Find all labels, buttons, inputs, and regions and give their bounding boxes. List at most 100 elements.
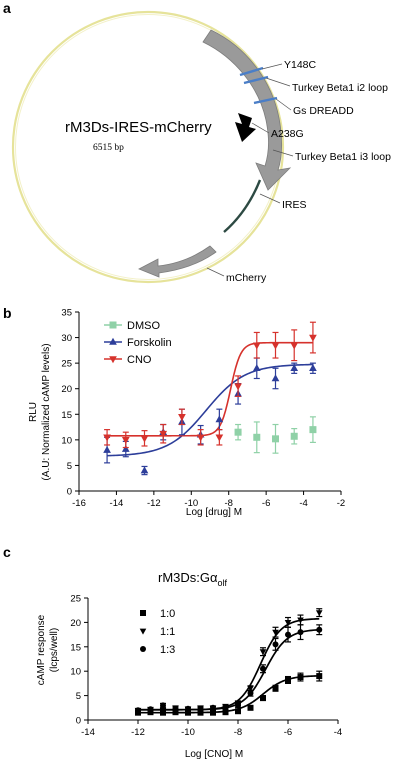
chart-c-legend: 1:0 1:1 1:3	[139, 608, 175, 656]
c-y-tick-label: 15	[70, 642, 81, 653]
b-point-triangle-up	[309, 364, 317, 372]
c-x-tick-label: -8	[234, 727, 242, 738]
feature-label-ires: IRES	[282, 199, 307, 211]
leader-i3-loop	[272, 149, 294, 157]
c-point-triangle-down	[259, 649, 267, 656]
b-point-triangle-down	[121, 437, 130, 445]
chart-c-title-subscript: olf	[218, 578, 228, 588]
c-point-circle	[135, 707, 141, 714]
b-y-tick-label: 30	[61, 333, 72, 344]
chart-c-points	[134, 608, 323, 716]
b-y-tick-label: 20	[61, 384, 72, 395]
b-y-tick-label: 25	[61, 359, 72, 370]
b-point-square	[290, 432, 298, 440]
c-legend-marker	[140, 610, 146, 616]
leader-y148c	[261, 63, 283, 70]
b-x-tick-label: -16	[72, 498, 86, 509]
c-point-square	[316, 673, 323, 680]
c-point-circle	[247, 690, 254, 697]
b-y-tick-label: 15	[61, 410, 72, 421]
c-point-circle	[185, 705, 191, 712]
b-point-triangle-down	[234, 383, 242, 391]
b-y-tick-label: 0	[67, 487, 72, 498]
b-point-triangle-up	[271, 374, 280, 382]
ires-arc	[223, 179, 262, 233]
b-fit-curve-1	[107, 363, 313, 457]
chart-c-axes: -14 -12 -10 -8 -6 -4 0 5 10 15 20 25	[70, 594, 342, 739]
b-point-square	[234, 428, 242, 436]
chart-b-x-axis-label: Log [drug] M	[186, 507, 242, 518]
b-x-tick-label: -14	[110, 498, 124, 509]
b-legend-label: Forskolin	[127, 337, 172, 349]
b-x-tick-label: -6	[262, 498, 270, 509]
chart-c-y-axis-label-line2: (lcps/well)	[49, 628, 60, 672]
b-point-triangle-up	[103, 445, 111, 453]
feature-label-turkey-beta1-i3-loop: Turkey Beta1 i3 loop	[295, 151, 391, 163]
c-point-square	[185, 709, 191, 716]
b-x-tick-label: -12	[147, 498, 161, 509]
b-x-tick-label: -8	[224, 498, 232, 509]
b-point-triangle-up	[121, 444, 130, 452]
site-mark-y148c	[239, 66, 264, 77]
feature-label-gs-dreadd: Gs DREADD	[293, 105, 354, 117]
c-point-circle	[160, 702, 166, 709]
c-point-square	[197, 709, 204, 716]
b-point-square	[253, 433, 261, 441]
gene-arrow-mcherry	[138, 245, 217, 278]
b-point-square	[272, 435, 279, 443]
c-point-square	[210, 709, 216, 716]
plasmid-name: rM3Ds-IRES-mCherry	[65, 119, 212, 136]
b-point-triangle-down	[309, 334, 317, 342]
c-point-circle	[222, 704, 229, 711]
chart-c-x-axis-label: Log [CNO] M	[185, 749, 243, 760]
c-y-tick-label: 25	[70, 594, 81, 605]
c-point-circle	[197, 705, 204, 712]
leader-gs-dreadd	[275, 98, 292, 111]
pointer-arrow	[235, 113, 256, 142]
c-point-circle	[260, 665, 266, 672]
b-legend-marker	[109, 337, 117, 345]
c-point-circle	[235, 702, 241, 709]
b-legend-marker	[109, 321, 117, 329]
panel-letter-a: a	[3, 0, 11, 16]
chart-c-title-main: rM3Ds:Gα	[158, 570, 218, 585]
leader-i2-loop	[265, 77, 291, 87]
c-x-tick-label: -4	[334, 727, 342, 738]
c-point-square	[297, 674, 304, 681]
c-legend-label: 1:1	[160, 626, 175, 638]
chart-c-title: rM3Ds:Gαolf	[158, 570, 228, 588]
b-point-triangle-down	[159, 430, 168, 438]
c-x-tick-label: -10	[181, 727, 195, 738]
c-x-tick-label: -14	[81, 727, 95, 738]
c-point-triangle-down	[284, 620, 292, 626]
plasmid-map: Y148C Turkey Beta1 i2 loop Gs DREADD A23…	[11, 10, 391, 284]
c-point-square	[272, 685, 279, 692]
b-point-triangle-down	[140, 435, 149, 443]
b-point-triangle-up	[140, 466, 149, 474]
b-point-triangle-down	[215, 434, 224, 442]
b-point-triangle-down	[178, 414, 186, 422]
b-point-triangle-down	[271, 342, 280, 350]
c-point-square	[222, 709, 229, 716]
c-point-circle	[272, 641, 279, 648]
chart-b-axes: -16 -14 -12 -10 -8 -6 -4 -2 0 5 10 15 20 25 30 35	[61, 308, 345, 510]
panel-letter-b: b	[3, 305, 12, 321]
c-point-circle	[297, 629, 304, 636]
b-legend-marker	[109, 356, 117, 364]
site-mark-i2-loop	[243, 75, 269, 85]
feature-label-y148c: Y148C	[284, 59, 317, 71]
c-point-triangle-down	[247, 685, 254, 692]
b-x-tick-label: -4	[299, 498, 307, 509]
leader-mcherry	[206, 267, 225, 277]
c-x-tick-label: -12	[131, 727, 145, 738]
b-point-triangle-up	[252, 364, 261, 372]
c-point-circle	[147, 706, 154, 713]
c-legend-marker	[139, 628, 147, 635]
c-legend-label: 1:0	[160, 608, 175, 620]
b-y-tick-label: 10	[61, 435, 72, 446]
b-point-triangle-down	[290, 342, 299, 350]
c-y-tick-label: 5	[76, 691, 81, 702]
c-point-circle	[210, 704, 216, 711]
chart-b-y-axis-label-line1: RLU	[28, 402, 39, 422]
site-mark-gs-dreadd	[253, 96, 278, 105]
